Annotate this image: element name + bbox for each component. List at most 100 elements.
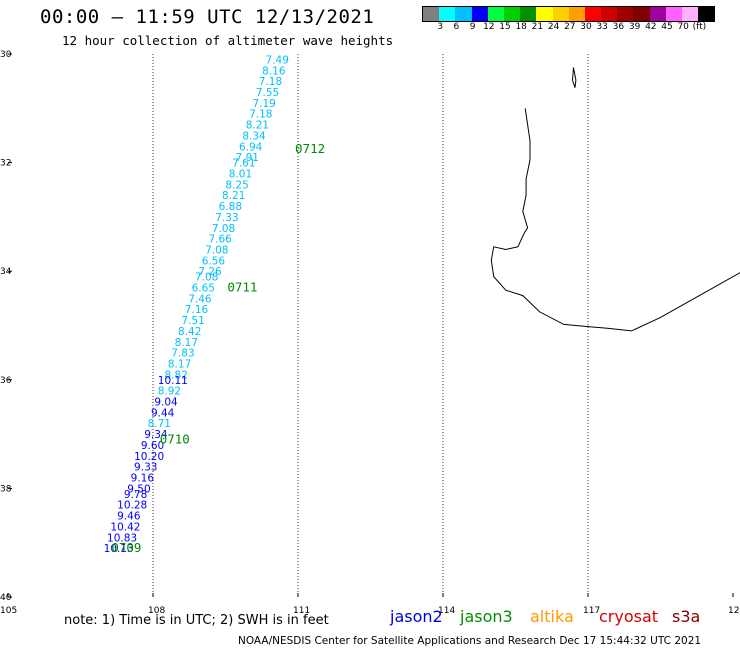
satellite-label-s3a: s3a xyxy=(672,607,701,626)
legend-swatch xyxy=(439,7,456,21)
swh-value: 8.34 xyxy=(242,130,266,142)
swh-value: 10.20 xyxy=(134,451,164,463)
coastline xyxy=(490,67,740,332)
legend-swatch xyxy=(698,7,715,21)
pass-time-label: 0710 xyxy=(160,432,190,447)
swh-value: 9.60 xyxy=(141,440,164,452)
axis-ticks: 105 108 111 114 117 120 30 32 34 36 38 40 xyxy=(0,50,740,616)
swh-value: 8.92 xyxy=(158,386,181,398)
legend-label: 36 xyxy=(612,22,625,32)
swh-value: 8.17 xyxy=(168,359,191,371)
footer-note: note: 1) Time is in UTC; 2) SWH is in fe… xyxy=(64,613,329,628)
color-legend xyxy=(422,6,716,22)
swh-value: 9.04 xyxy=(154,397,178,409)
swh-value: 9.44 xyxy=(151,407,175,419)
lon-tick-label: 114 xyxy=(438,606,455,616)
footer-credit: NOAA/NESDIS Center for Satellite Applica… xyxy=(238,635,702,647)
swh-value: 9.16 xyxy=(131,473,155,485)
legend-label: 24 xyxy=(547,22,560,32)
legend-label: (ft) xyxy=(692,22,707,32)
swh-value: 6.56 xyxy=(202,255,226,267)
legend-swatch xyxy=(536,7,553,21)
swh-value: 10.11 xyxy=(158,375,188,387)
lat-tick-label: 40 xyxy=(0,593,12,603)
satellite-label-altika: altika xyxy=(530,607,574,626)
swh-value: 7.08 xyxy=(205,244,228,256)
legend-swatch xyxy=(552,7,569,21)
legend-swatch xyxy=(520,7,537,21)
swh-value: 7.26 xyxy=(198,266,222,278)
color-legend-labels: 3 6 9 12 15 18 21 24 27 30 33 36 39 42 45 70 (ft) xyxy=(422,22,740,36)
legend-label: 12 xyxy=(483,22,495,32)
pass-time-label: 0712 xyxy=(295,141,325,156)
legend-swatch xyxy=(601,7,618,21)
legend-swatch xyxy=(633,7,650,21)
satellite-label-jason3: jason3 xyxy=(460,607,513,626)
legend-swatch xyxy=(455,7,472,21)
legend-label: 9 xyxy=(469,22,476,32)
swh-value: 8.25 xyxy=(225,179,248,191)
lat-tick-label: 32 xyxy=(0,159,11,169)
swh-value: 7.46 xyxy=(188,293,212,305)
legend-label: 39 xyxy=(628,22,641,32)
swh-value: 10.42 xyxy=(110,521,140,533)
swh-value: 8.01 xyxy=(229,168,252,180)
legend-label: 18 xyxy=(515,22,527,32)
legend-label: 27 xyxy=(564,22,576,32)
swh-value: 8.21 xyxy=(222,190,245,202)
swh-value: 7.66 xyxy=(208,234,232,246)
satellite-label-cryosat: cryosat xyxy=(599,607,659,626)
legend-swatch xyxy=(568,7,585,21)
swh-value: 8.71 xyxy=(148,418,171,430)
swh-value: 7.49 xyxy=(266,54,289,66)
swh-value: 9.46 xyxy=(117,511,141,523)
lat-tick-label: 36 xyxy=(0,376,12,386)
legend-swatch xyxy=(665,7,682,21)
lat-tick-label: 38 xyxy=(0,484,12,494)
lat-lon-grid xyxy=(152,54,589,597)
swh-value: 7.51 xyxy=(181,315,204,327)
swh-value: 7.55 xyxy=(256,87,279,99)
legend-label: 21 xyxy=(531,22,544,32)
swh-value: 6.88 xyxy=(219,201,242,213)
lon-tick-label: 108 xyxy=(148,606,165,616)
legend-label: 30 xyxy=(580,22,592,32)
legend-label: 6 xyxy=(453,22,460,32)
legend-swatch xyxy=(584,7,602,21)
swh-value: 8.42 xyxy=(178,326,201,338)
lon-tick-label: 111 xyxy=(293,606,310,616)
swh-value: 7.18 xyxy=(259,76,282,88)
lat-tick-label: 34 xyxy=(0,267,12,277)
swh-value: 7.18 xyxy=(249,109,272,121)
swh-value: 10.28 xyxy=(117,500,147,512)
lon-tick-label: 117 xyxy=(583,606,600,616)
pass-time-label: 0711 xyxy=(227,279,257,294)
lat-tick-label: 30 xyxy=(0,50,12,60)
legend-swatch xyxy=(423,7,440,21)
legend-label: 42 xyxy=(645,22,657,32)
legend-swatch xyxy=(471,7,488,21)
swh-value: 7.08 xyxy=(212,223,235,235)
legend-label: 15 xyxy=(499,22,511,32)
page-title: 00:00 – 11:59 UTC 12/13/2021 xyxy=(40,6,375,28)
swh-value: 10.13 xyxy=(104,543,134,555)
swh-value: 7.08 xyxy=(195,272,218,284)
lon-tick-label: 120 xyxy=(728,606,740,616)
coastline-mainland xyxy=(490,108,740,332)
satellite-label-jason2: jason2 xyxy=(390,607,443,626)
swh-value: 7.83 xyxy=(171,348,194,360)
swh-value: 6.65 xyxy=(192,282,215,294)
legend-swatch xyxy=(503,7,521,21)
pass-time-label: 0709 xyxy=(111,540,141,555)
legend-swatch xyxy=(617,7,634,21)
swh-value: 7.61 xyxy=(232,158,255,170)
legend-label: 3 xyxy=(437,22,444,32)
swh-value: 10.83 xyxy=(107,532,137,544)
lon-tick-label: 105 xyxy=(0,606,17,616)
swh-value: 9.34 xyxy=(144,429,168,441)
swh-value: 8.16 xyxy=(262,65,286,77)
legend-swatch xyxy=(649,7,666,21)
swh-value: 9.78 xyxy=(124,489,147,501)
swh-value: 8.21 xyxy=(246,120,269,132)
